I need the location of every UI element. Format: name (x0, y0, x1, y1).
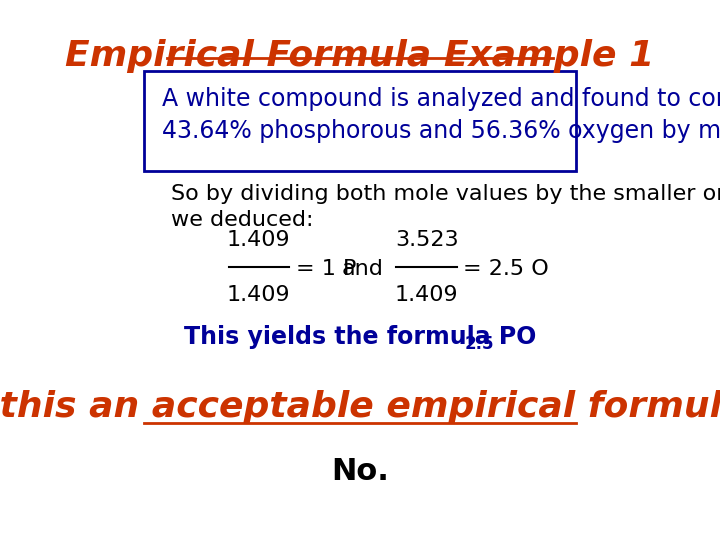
Text: 2.5: 2.5 (464, 335, 494, 353)
Text: 1.409: 1.409 (227, 230, 291, 249)
Text: Empirical Formula Example 1: Empirical Formula Example 1 (66, 39, 654, 73)
Text: So by dividing both mole values by the smaller one: So by dividing both mole values by the s… (171, 184, 720, 204)
Text: and: and (341, 259, 383, 279)
Text: No.: No. (331, 457, 389, 486)
Text: Is this an acceptable empirical formula?: Is this an acceptable empirical formula? (0, 390, 720, 424)
Text: = 1 P: = 1 P (296, 259, 356, 279)
Text: 1.409: 1.409 (395, 285, 459, 305)
Text: we deduced:: we deduced: (171, 210, 314, 230)
Text: 43.64% phosphorous and 56.36% oxygen by mass.: 43.64% phosphorous and 56.36% oxygen by … (162, 118, 720, 143)
Text: This yields the formula PO: This yields the formula PO (184, 325, 536, 349)
Text: 1.409: 1.409 (227, 285, 291, 305)
FancyBboxPatch shape (144, 71, 576, 171)
Text: 3.523: 3.523 (395, 230, 459, 249)
Text: A white compound is analyzed and found to contain: A white compound is analyzed and found t… (162, 87, 720, 111)
Text: = 2.5 O: = 2.5 O (464, 259, 549, 279)
